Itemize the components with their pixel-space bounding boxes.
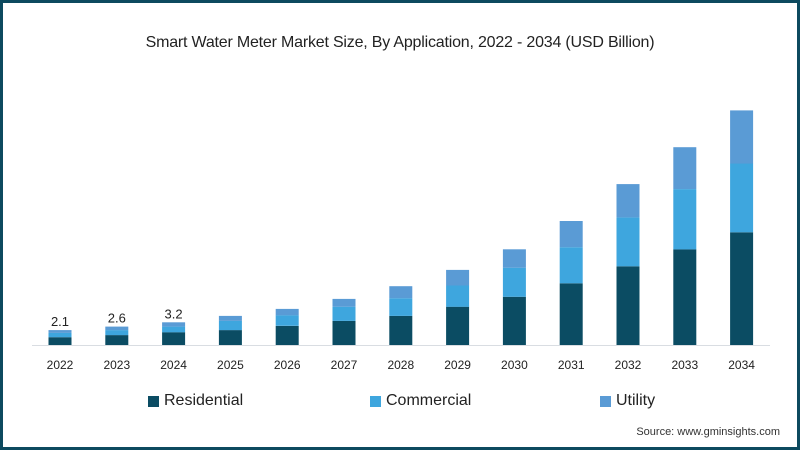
bar-residential-2026 (275, 325, 299, 345)
bar-commercial-2029 (446, 285, 470, 307)
bar-residential-2034 (730, 232, 754, 345)
chart-title: Smart Water Meter Market Size, By Applic… (145, 34, 655, 51)
legend-swatch-residential (148, 395, 159, 407)
bar-commercial-2027 (332, 306, 356, 321)
x-tick-label: 2030 (501, 358, 528, 372)
bar-commercial-2025 (218, 320, 242, 331)
x-tick-label: 2023 (103, 358, 130, 372)
bar-residential-2028 (389, 315, 413, 345)
x-tick-label: 2032 (615, 358, 642, 372)
bar-utility-2031 (559, 221, 583, 248)
bar-utility-2027 (332, 298, 356, 307)
legend: Residential Commercial Utility (0, 392, 800, 414)
bar-utility-2032 (616, 184, 640, 218)
legend-item-residential[interactable]: Residential (148, 392, 243, 410)
bar-utility-2029 (446, 269, 470, 286)
bar-utility-2025 (218, 315, 242, 321)
x-tick-label: 2026 (274, 358, 301, 372)
legend-swatch-commercial (370, 395, 381, 407)
bar-utility-2023 (105, 326, 129, 331)
bar-utility-2028 (389, 286, 413, 299)
bar-commercial-2022 (48, 332, 72, 338)
bar-residential-2032 (616, 266, 640, 345)
source-note: Source: www.gminsights.com (636, 426, 780, 438)
bar-utility-2030 (502, 249, 526, 268)
bar-utility-2033 (673, 147, 697, 189)
bar-commercial-2024 (162, 326, 186, 333)
legend-swatch-utility (600, 395, 611, 407)
x-tick-label: 2031 (558, 358, 585, 372)
bar-residential-2029 (446, 306, 470, 345)
data-label-2023: 2.6 (108, 311, 126, 326)
x-tick-label: 2022 (47, 358, 74, 372)
data-label-2022: 2.1 (51, 314, 69, 329)
data-label-2024: 3.2 (165, 306, 183, 321)
x-tick-label: 2034 (728, 358, 755, 372)
x-tick-label: 2029 (444, 358, 471, 372)
legend-label-utility: Utility (616, 392, 656, 409)
x-tick-label: 2025 (217, 358, 244, 372)
bar-residential-2031 (559, 283, 583, 345)
bar-utility-2026 (275, 308, 299, 316)
x-tick-label: 2028 (387, 358, 414, 372)
legend-label-residential: Residential (164, 392, 244, 409)
bar-commercial-2028 (389, 298, 413, 316)
bar-residential-2027 (332, 320, 356, 345)
legend-item-commercial[interactable]: Commercial (370, 392, 471, 410)
legend-label-commercial: Commercial (386, 392, 472, 409)
bars-group (48, 110, 754, 345)
x-tick-label: 2024 (160, 358, 187, 372)
bar-commercial-2023 (105, 330, 129, 336)
bar-commercial-2033 (673, 189, 697, 250)
bar-residential-2033 (673, 249, 697, 345)
legend-item-utility[interactable]: Utility (600, 392, 655, 410)
x-tick-label: 2027 (331, 358, 358, 372)
bar-utility-2034 (730, 110, 754, 164)
bar-utility-2024 (162, 322, 186, 327)
bar-utility-2022 (48, 330, 72, 333)
bar-commercial-2034 (730, 163, 754, 233)
bar-residential-2030 (502, 296, 526, 345)
bar-residential-2025 (218, 330, 242, 345)
x-tick-label: 2033 (671, 358, 698, 372)
bar-residential-2023 (105, 335, 129, 345)
data-labels: 2.1 2.6 3.2 (51, 306, 183, 329)
bar-commercial-2026 (275, 315, 299, 326)
x-tick-labels: 2022 2023 2024 2025 2026 2027 2028 2029 2030 2031… (47, 358, 756, 372)
bar-residential-2022 (48, 337, 72, 345)
bar-commercial-2032 (616, 217, 640, 267)
bar-residential-2024 (162, 332, 186, 345)
bar-commercial-2030 (502, 267, 526, 297)
bar-commercial-2031 (559, 247, 583, 284)
